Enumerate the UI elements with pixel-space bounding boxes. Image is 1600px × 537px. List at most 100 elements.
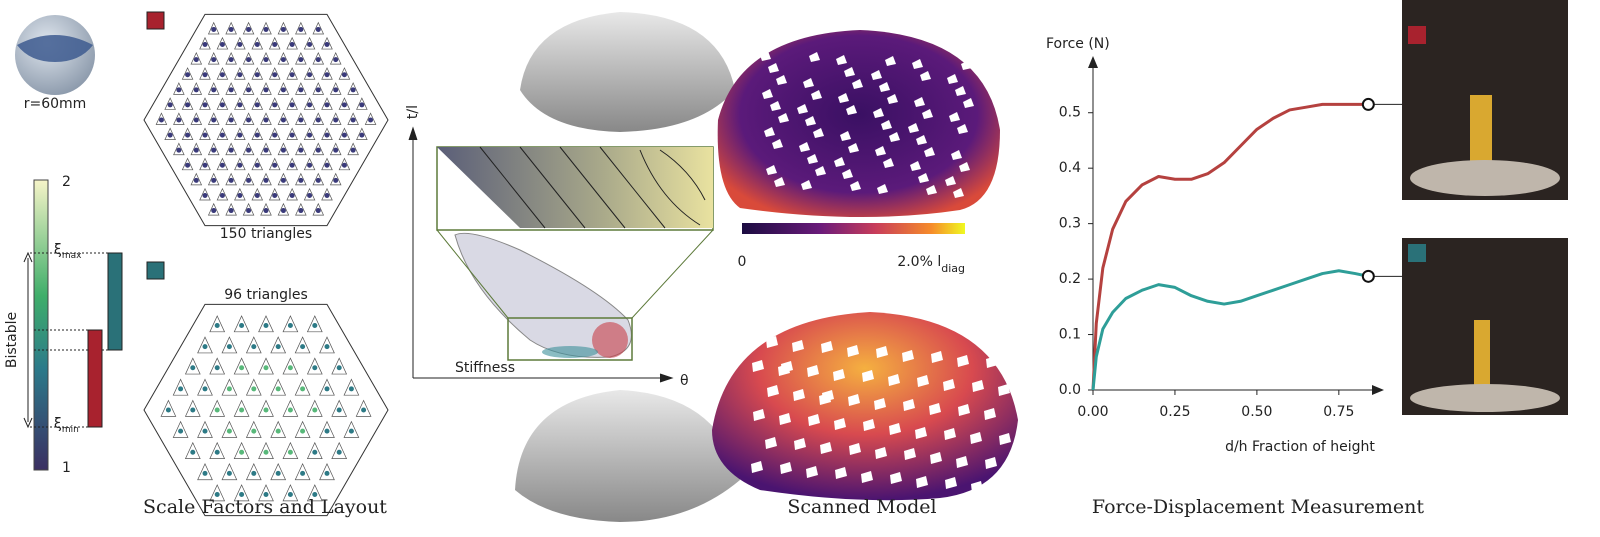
- tile-node: [202, 72, 208, 78]
- tile-node: [226, 344, 232, 350]
- tile: [233, 399, 250, 417]
- tile: [260, 51, 272, 65]
- tile-node: [214, 492, 220, 498]
- tile: [184, 357, 201, 375]
- tile-node: [324, 192, 330, 198]
- tile: [190, 142, 203, 156]
- tile-node: [263, 147, 269, 153]
- tile: [338, 127, 351, 140]
- tile: [295, 82, 307, 95]
- tile: [209, 315, 226, 333]
- tile-node: [263, 492, 269, 498]
- tile-node: [300, 470, 306, 476]
- scan-min: 0: [738, 254, 747, 270]
- hole: [776, 75, 787, 85]
- tile: [268, 97, 281, 110]
- hole: [764, 127, 775, 137]
- tile-node: [202, 344, 208, 350]
- tile-node: [336, 365, 342, 371]
- hole: [904, 448, 916, 460]
- tile-node: [333, 57, 339, 63]
- tile: [355, 399, 372, 417]
- tile: [233, 484, 250, 502]
- tile: [207, 51, 220, 65]
- tile-node: [211, 26, 217, 32]
- layout-b-label: 96 triangles: [224, 287, 308, 303]
- tile-node: [287, 492, 293, 498]
- plunger-teal: [1474, 320, 1490, 390]
- tile-node: [211, 177, 217, 183]
- tile-node: [315, 147, 321, 153]
- tile-node: [324, 72, 330, 78]
- tile-node: [289, 42, 295, 48]
- tile: [294, 463, 311, 481]
- tile: [321, 36, 333, 50]
- tile: [312, 142, 325, 156]
- tile-node: [275, 428, 281, 434]
- tile: [331, 441, 348, 459]
- tile: [319, 336, 335, 354]
- caption-right: Force-Displacement Measurement: [1092, 496, 1424, 518]
- tile-node: [324, 470, 330, 476]
- hole: [957, 124, 968, 134]
- tile-node: [239, 492, 245, 498]
- hole: [793, 389, 805, 401]
- tile-node: [214, 322, 220, 328]
- force-curve: [1091, 269, 1369, 391]
- hole: [881, 120, 892, 130]
- tile-node: [272, 162, 278, 168]
- hole: [929, 403, 941, 415]
- hole: [848, 394, 860, 406]
- hole: [838, 93, 849, 103]
- tile: [199, 187, 211, 201]
- hole: [811, 90, 822, 100]
- tile: [181, 157, 194, 171]
- tile-node: [312, 407, 318, 413]
- contours: [479, 146, 706, 229]
- tile: [268, 36, 281, 50]
- hole: [767, 385, 779, 397]
- tile: [321, 67, 333, 80]
- tile-node: [307, 72, 313, 78]
- hole: [910, 161, 921, 171]
- tile: [225, 202, 237, 216]
- tile-node: [298, 26, 304, 32]
- dome-holes: [740, 51, 1011, 493]
- tile-node: [289, 192, 295, 198]
- tile-node: [185, 102, 191, 108]
- tile: [329, 51, 342, 65]
- tile-node: [333, 177, 339, 183]
- tile: [294, 336, 311, 354]
- tile: [329, 112, 342, 125]
- tile-node: [193, 117, 199, 123]
- tile: [251, 187, 264, 201]
- hole: [801, 180, 812, 190]
- tile: [245, 378, 262, 396]
- hole: [874, 398, 886, 410]
- tile-node: [219, 132, 225, 138]
- tile-node: [211, 117, 217, 123]
- tile-node: [228, 87, 234, 93]
- tile: [277, 51, 290, 65]
- tile-node: [185, 132, 191, 138]
- tile-node: [307, 42, 313, 48]
- hole: [852, 79, 863, 89]
- x-tick-label: 0.00: [1077, 404, 1108, 420]
- tile: [282, 357, 299, 375]
- tile: [225, 172, 237, 186]
- hole: [949, 112, 960, 122]
- tile-node: [307, 192, 313, 198]
- tile-node: [246, 208, 252, 214]
- tile-node: [185, 162, 191, 168]
- tile: [181, 97, 194, 110]
- caption-left: Scale Factors and Layout: [143, 496, 387, 518]
- tile-node: [359, 102, 365, 108]
- sample-red: [1410, 160, 1560, 196]
- tile-node: [315, 87, 321, 93]
- tile: [216, 157, 229, 171]
- tile: [338, 67, 351, 80]
- tile: [242, 172, 255, 186]
- tile: [258, 484, 274, 502]
- tile-node: [202, 192, 208, 198]
- tile-node: [298, 117, 304, 123]
